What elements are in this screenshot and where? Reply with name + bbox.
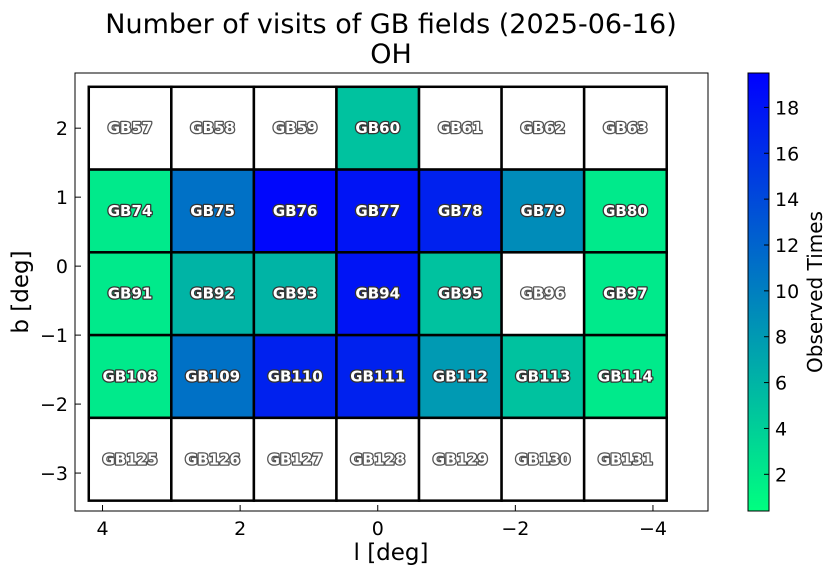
x-tick-label: 4	[96, 518, 108, 540]
heatmap-cell-gb93	[252, 251, 338, 337]
field-label-gb108: GB108	[103, 367, 158, 385]
colorbar-tick-label: 8	[775, 327, 787, 349]
field-label-gb80: GB80	[603, 202, 648, 220]
heatmap-cell-gb109	[170, 333, 256, 420]
x-axis-ticks: 4 2 0 −2 −4	[96, 505, 667, 540]
field-label-gb78: GB78	[438, 202, 483, 220]
colorbar	[747, 72, 770, 512]
y-tick-label: 1	[56, 187, 68, 209]
heatmap-cell-gb131	[582, 416, 668, 502]
x-tick-label: −4	[639, 518, 667, 540]
heatmap-cell-gb96	[500, 251, 586, 337]
chart-title: Number of visits of GB fields (2025-06-1…	[105, 9, 676, 40]
field-label-gb114: GB114	[598, 367, 653, 385]
field-label-gb95: GB95	[438, 285, 483, 303]
heatmap-cell-gb74	[87, 168, 173, 254]
heatmap-cell-gb108	[87, 333, 173, 420]
field-label-gb110: GB110	[268, 367, 323, 385]
field-label-gb112: GB112	[433, 367, 488, 385]
colorbar-tick-label: 4	[775, 418, 787, 440]
colorbar-tick-label: 10	[775, 281, 799, 303]
field-label-gb125: GB125	[103, 450, 158, 468]
field-label-gb93: GB93	[273, 285, 318, 303]
colorbar-tick-label: 18	[775, 97, 799, 119]
field-label-gb62: GB62	[521, 119, 566, 137]
heatmap-cell-gb78	[417, 168, 503, 254]
heatmap-cell-gb76	[252, 168, 338, 254]
field-label-gb127: GB127	[268, 450, 323, 468]
field-label-gb94: GB94	[355, 285, 400, 303]
chart-subtitle: OH	[370, 39, 412, 70]
heatmap-cell-gb130	[500, 416, 586, 502]
colorbar-label: Observed Times	[803, 211, 827, 373]
x-tick-label: −2	[501, 518, 529, 540]
heatmap-cell-gb95	[417, 251, 503, 337]
y-tick-label: 0	[56, 256, 68, 278]
heatmap-cells	[87, 85, 668, 502]
field-label-gb131: GB131	[598, 450, 653, 468]
field-label-gb76: GB76	[273, 202, 318, 220]
field-label-gb75: GB75	[190, 202, 235, 220]
heatmap-cell-gb58	[170, 85, 256, 171]
field-label-gb79: GB79	[521, 202, 566, 220]
heatmap-cell-gb125	[87, 416, 173, 502]
field-label-gb57: GB57	[108, 119, 153, 137]
heatmap-cell-gb127	[252, 416, 338, 502]
y-tick-label: −2	[40, 394, 68, 416]
y-tick-label: 2	[56, 118, 68, 140]
colorbar-tick-label: 16	[775, 143, 799, 165]
field-label-gb97: GB97	[603, 285, 648, 303]
colorbar-tick-label: 6	[775, 373, 787, 395]
colorbar-tick-label: 12	[775, 235, 799, 257]
heatmap-cell-gb97	[582, 251, 668, 337]
heatmap-cell-gb80	[582, 168, 668, 254]
field-label-gb59: GB59	[273, 119, 318, 137]
x-axis-label: l [deg]	[354, 540, 429, 566]
heatmap-cell-gb57	[87, 85, 173, 171]
field-label-gb91: GB91	[108, 285, 153, 303]
x-tick-label: 0	[372, 518, 384, 540]
field-label-gb60: GB60	[355, 119, 400, 137]
colorbar-tick-label: 2	[775, 464, 787, 486]
field-label-gb129: GB129	[433, 450, 488, 468]
field-label-gb63: GB63	[603, 119, 648, 137]
field-label-gb58: GB58	[190, 119, 235, 137]
heatmap-cell-gb113	[500, 333, 586, 420]
y-tick-label: −3	[40, 463, 68, 485]
y-axis-label: b [deg]	[8, 250, 34, 333]
field-label-gb92: GB92	[190, 285, 235, 303]
field-label-gb109: GB109	[185, 367, 240, 385]
field-label-gb130: GB130	[515, 450, 570, 468]
y-tick-label: −1	[40, 325, 68, 347]
field-label-gb126: GB126	[185, 450, 240, 468]
plot-frame	[74, 72, 709, 512]
field-label-gb77: GB77	[355, 202, 400, 220]
y-axis-ticks: 2 1 0 −1 −2 −3	[40, 118, 81, 485]
field-label-gb96: GB96	[521, 285, 566, 303]
x-tick-label: 2	[234, 518, 246, 540]
heatmap-cell-gb62	[500, 85, 586, 171]
field-labels: GB57 GB58 GB59 GB60 GB61 GB62 GB63 GB74 GB75 GB76…	[101, 118, 654, 470]
field-label-gb74: GB74	[108, 202, 153, 220]
colorbar-tick-label: 14	[775, 189, 799, 211]
field-label-gb128: GB128	[350, 450, 405, 468]
heatmap-cell-gb92	[170, 251, 256, 337]
field-label-gb61: GB61	[438, 119, 483, 137]
field-label-gb111: GB111	[350, 367, 405, 385]
colorbar-ticks: 2 4 6 8 10 12 14 16 18	[764, 97, 799, 486]
field-label-gb113: GB113	[515, 367, 570, 385]
